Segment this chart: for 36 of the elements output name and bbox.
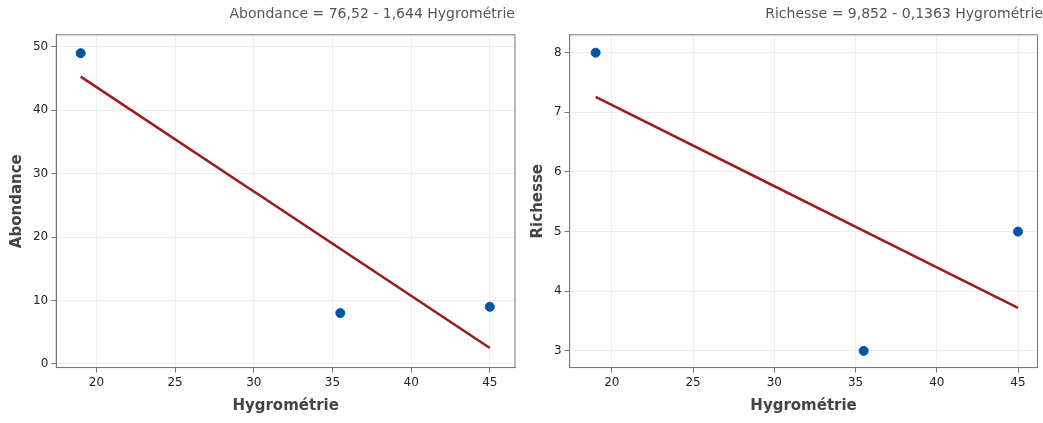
y-axis-title: Abondance [6, 154, 25, 249]
x-axis-title: Hygrométrie [232, 395, 339, 414]
x-axis-title: Hygrométrie [750, 395, 857, 414]
y-tick-label: 0 [40, 355, 49, 370]
y-tick-label: 30 [32, 165, 49, 180]
point [858, 345, 869, 356]
y-tick-label: 4 [553, 283, 562, 298]
x-tick-label: 45 [482, 374, 498, 389]
x-tick-label: 35 [847, 374, 864, 389]
y-tick-label: 3 [553, 343, 562, 358]
y-tick-label: 5 [553, 223, 562, 238]
x-tick-label: 25 [167, 374, 183, 389]
y-tick-label: 10 [32, 292, 49, 307]
x-tick-label: 25 [685, 374, 701, 389]
x-tick-label: 40 [403, 374, 419, 389]
x-tick-label: 45 [1010, 374, 1026, 389]
x-tick-label: 20 [604, 374, 620, 389]
chart-title: Abondance = 76,52 - 1,644 Hygrométrie [229, 5, 515, 22]
y-axis-title: Richesse [527, 163, 546, 239]
y-tick-label: 6 [553, 164, 562, 179]
x-tick-label: 30 [246, 374, 262, 389]
x-tick-label: 30 [766, 374, 782, 389]
x-tick-label: 20 [88, 374, 105, 389]
point [75, 48, 86, 59]
y-tick-label: 20 [32, 229, 49, 244]
y-tick-label: 8 [553, 44, 562, 59]
x-tick-label: 40 [929, 374, 945, 389]
chart-title: Richesse = 9,852 - 0,1363 Hygrométrie [765, 5, 1043, 22]
point [1013, 226, 1024, 237]
point [484, 301, 495, 312]
y-tick-label: 7 [553, 104, 562, 119]
point [335, 308, 346, 319]
point [590, 47, 601, 58]
x-tick-label: 35 [324, 374, 341, 389]
y-tick-label: 50 [32, 38, 49, 53]
y-tick-label: 40 [32, 102, 49, 117]
